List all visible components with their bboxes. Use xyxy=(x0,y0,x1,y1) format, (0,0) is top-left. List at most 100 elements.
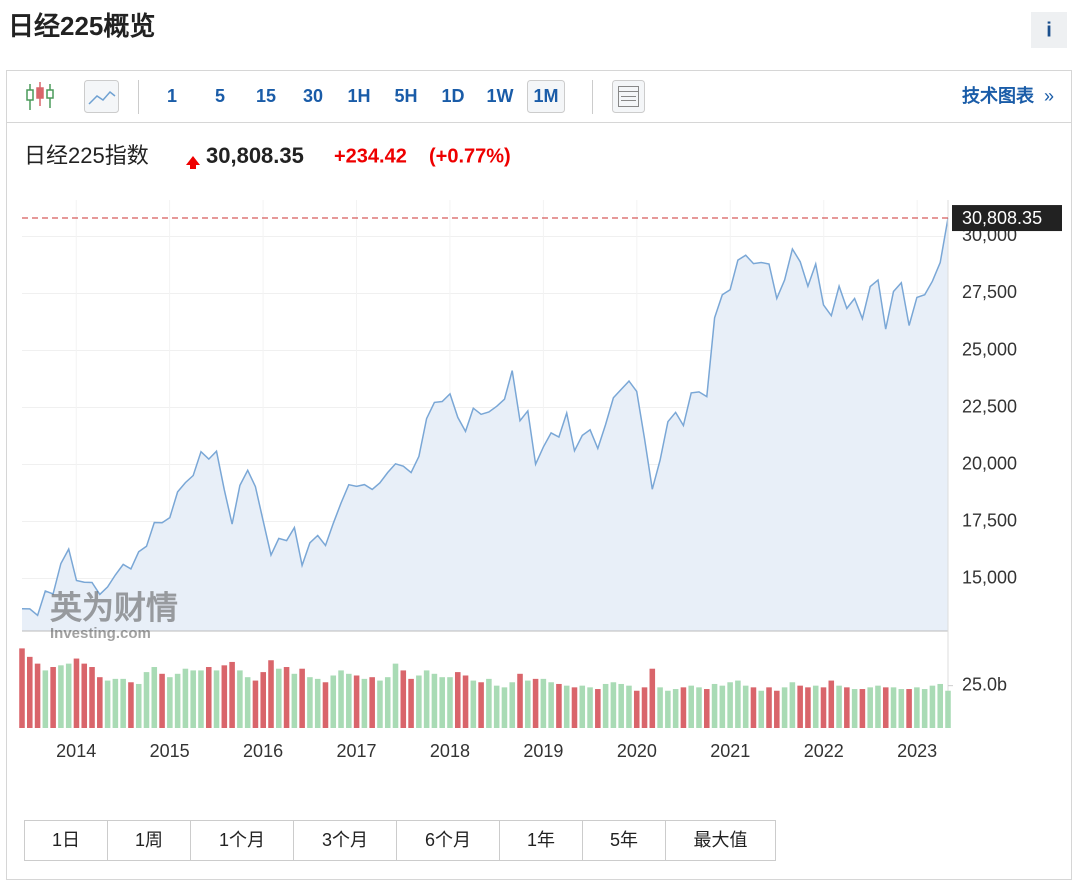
range-label[interactable]: 1个月 xyxy=(219,830,265,850)
volume-bar xyxy=(338,670,344,728)
x-tick-label: 2021 xyxy=(710,741,750,761)
volume-bar xyxy=(244,677,251,728)
y-tick-label: 15,000 xyxy=(962,567,1017,587)
volume-bar xyxy=(556,683,562,728)
volume-bar xyxy=(34,663,41,728)
volume-bar xyxy=(680,687,687,728)
volume-bar xyxy=(353,675,360,728)
range-button[interactable] xyxy=(665,820,776,861)
volume-bar xyxy=(377,680,383,728)
tech-chart-arrow[interactable]: » xyxy=(1044,86,1054,106)
volume-bar xyxy=(42,670,49,728)
volume-bar xyxy=(719,685,726,728)
tech-chart-link[interactable]: 技术图表 xyxy=(962,85,1035,106)
volume-bar xyxy=(735,680,741,728)
volume-bar xyxy=(314,678,321,728)
candle-icon[interactable] xyxy=(26,82,54,110)
table-icon[interactable] xyxy=(618,86,639,107)
volume-bar xyxy=(945,690,951,728)
range-label[interactable]: 6个月 xyxy=(425,830,471,850)
interval-selected[interactable] xyxy=(527,80,565,113)
interval-button[interactable]: 1D xyxy=(441,86,464,106)
interval-button[interactable]: 5 xyxy=(215,86,225,106)
volume-bar xyxy=(517,673,523,728)
volume-bar xyxy=(665,690,671,728)
volume-bar xyxy=(167,677,173,728)
interval-button[interactable]: 1M xyxy=(533,86,558,106)
up-arrow xyxy=(186,156,200,169)
volume-bar xyxy=(416,675,422,728)
x-tick-label: 2022 xyxy=(804,741,844,761)
line-icon[interactable] xyxy=(88,90,116,105)
volume-bar xyxy=(291,673,298,728)
volume-bar xyxy=(882,687,889,728)
range-button[interactable] xyxy=(24,820,108,861)
volume-bar xyxy=(758,690,765,728)
volume-bar xyxy=(104,680,111,728)
volume-bar xyxy=(626,685,632,728)
x-tick-label: 2016 xyxy=(243,741,283,761)
last-price-box xyxy=(952,205,1062,232)
volume-bar xyxy=(174,673,181,728)
volume-bar xyxy=(563,685,570,728)
volume-bar xyxy=(135,683,142,728)
volume-bar xyxy=(610,682,617,728)
volume-bar xyxy=(221,665,228,728)
volume-bar xyxy=(633,690,640,728)
volume-bar xyxy=(867,687,873,728)
volume-bar xyxy=(151,667,158,728)
volume-bar xyxy=(423,670,430,728)
volume-bar xyxy=(252,680,259,728)
y-tick-label: 22,500 xyxy=(962,396,1017,416)
info-button[interactable] xyxy=(1031,12,1067,48)
volume-bar xyxy=(641,687,648,728)
volume-bar xyxy=(89,667,95,728)
range-label[interactable]: 3个月 xyxy=(322,830,368,850)
volume-bar xyxy=(384,677,391,728)
volume-bar xyxy=(454,672,461,728)
volume-bar xyxy=(260,672,267,728)
quote-name: 日经225指数 xyxy=(24,143,149,168)
info-icon[interactable]: i xyxy=(1046,19,1052,41)
volume-bar xyxy=(112,678,119,728)
interval-button[interactable]: 1 xyxy=(167,86,177,106)
x-tick-label: 2018 xyxy=(430,741,470,761)
interval-button[interactable]: 30 xyxy=(303,86,323,106)
range-label[interactable]: 5年 xyxy=(610,830,638,850)
range-label[interactable]: 1日 xyxy=(52,830,80,850)
volume-bar xyxy=(276,668,282,728)
range-label[interactable]: 最大值 xyxy=(694,830,748,850)
volume-bar xyxy=(548,682,554,728)
volume-bar xyxy=(198,670,204,728)
y-tick-label: 20,000 xyxy=(962,453,1017,473)
volume-bar xyxy=(696,687,702,728)
range-button[interactable] xyxy=(499,820,583,861)
volume-bar xyxy=(750,687,757,728)
volume-bar xyxy=(400,670,407,728)
line-icon-button[interactable] xyxy=(84,80,119,113)
range-button[interactable] xyxy=(107,820,191,861)
range-label[interactable]: 1年 xyxy=(527,830,555,850)
volume-bar xyxy=(501,687,508,728)
interval-button[interactable]: 1W xyxy=(487,86,514,106)
volume-bar xyxy=(602,683,609,728)
volume-bar xyxy=(470,680,477,728)
range-label[interactable]: 1周 xyxy=(135,830,163,850)
y-tick-label: 27,500 xyxy=(962,282,1017,302)
volume-bar xyxy=(766,687,772,728)
volume-bar xyxy=(143,672,150,728)
volume-bar xyxy=(875,685,881,728)
volume-bar xyxy=(595,689,601,728)
price-area xyxy=(22,218,948,631)
range-button[interactable] xyxy=(396,820,500,861)
interval-button[interactable]: 15 xyxy=(256,86,276,106)
volume-bar xyxy=(182,668,189,728)
volume-bar xyxy=(478,682,484,728)
quote-change-pct: (+0.77%) xyxy=(429,145,511,167)
page-title: 日经225概览 xyxy=(8,11,155,41)
volume-bar xyxy=(781,687,788,728)
interval-button[interactable]: 1H xyxy=(347,86,370,106)
volume-bar xyxy=(579,685,586,728)
volume-bar xyxy=(81,663,88,728)
interval-button[interactable]: 5H xyxy=(394,86,417,106)
